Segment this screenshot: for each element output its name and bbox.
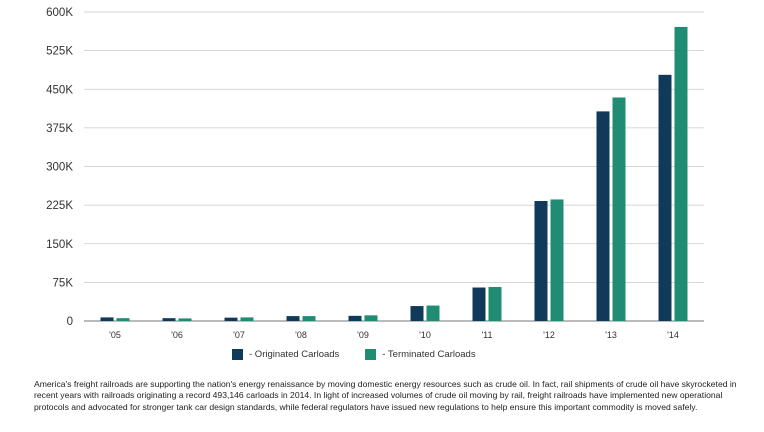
x-tick-label: '08 [295, 330, 307, 340]
legend-swatch-originated [232, 349, 243, 360]
bar-terminated [488, 287, 502, 321]
bar-originated [162, 318, 176, 321]
y-tick-label: 0 [67, 316, 73, 328]
y-tick-label: 150K [46, 239, 73, 251]
x-tick-label: '14 [667, 330, 679, 340]
x-tick-label: '12 [543, 330, 555, 340]
legend-item-terminated: - Terminated Carloads [365, 349, 476, 360]
bar-terminated [178, 318, 192, 321]
y-tick-label: 525K [46, 46, 73, 58]
y-axis-ticks: 0 75K 150K 225K 300K 375K 450K 525K 600K [46, 7, 73, 328]
legend-label-originated: - Originated Carloads [249, 349, 340, 360]
x-tick-label: '07 [233, 330, 245, 340]
bar-originated [472, 287, 486, 321]
bar-originated [286, 316, 300, 321]
bar-terminated [674, 26, 688, 322]
bar-terminated [240, 317, 254, 321]
legend-item-originated: - Originated Carloads [232, 349, 339, 360]
y-tick-label: 300K [46, 162, 73, 174]
legend-swatch-terminated [365, 349, 377, 360]
bar-originated [534, 201, 548, 321]
x-tick-label: '13 [605, 330, 617, 340]
y-tick-label: 75K [53, 277, 74, 289]
legend: - Originated Carloads - Terminated Carlo… [232, 349, 476, 360]
bar-terminated [302, 316, 316, 321]
bar-terminated [426, 305, 440, 321]
x-tick-label: '09 [357, 330, 369, 340]
bar-originated [348, 315, 362, 321]
y-tick-label: 225K [46, 200, 73, 212]
bars [100, 26, 688, 322]
bar-originated [410, 306, 424, 321]
bar-originated [224, 317, 238, 321]
x-axis-ticks: '05 '06 '07 '08 '09 '10 '11 '12 '13 '14 [109, 330, 679, 340]
y-tick-label: 375K [46, 123, 73, 135]
bar-terminated [550, 199, 564, 321]
chart-caption: America's freight railroads are supporti… [34, 379, 737, 412]
bar-originated [658, 74, 672, 321]
bar-terminated [612, 97, 626, 322]
x-tick-label: '11 [481, 330, 492, 340]
y-tick-label: 450K [46, 84, 73, 96]
bar-originated [596, 111, 610, 322]
bar-terminated [364, 315, 378, 321]
bar-originated [100, 317, 114, 321]
legend-label-terminated: - Terminated Carloads [382, 349, 476, 360]
gridlines [84, 11, 704, 322]
x-tick-label: '06 [171, 330, 183, 340]
x-tick-label: '05 [109, 330, 121, 340]
x-tick-label: '10 [419, 330, 431, 340]
bar-terminated [116, 318, 130, 321]
y-tick-label: 600K [46, 7, 73, 19]
